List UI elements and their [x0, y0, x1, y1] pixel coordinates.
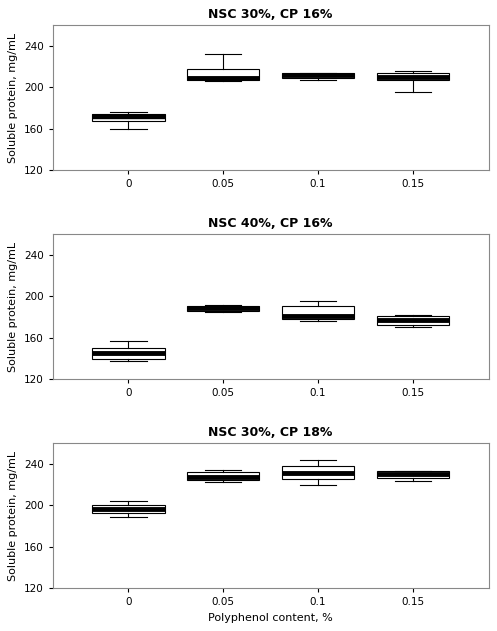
PathPatch shape — [187, 472, 259, 480]
Title: NSC 40%, CP 16%: NSC 40%, CP 16% — [208, 217, 333, 230]
Y-axis label: Soluble protein, mg/mL: Soluble protein, mg/mL — [8, 242, 18, 372]
PathPatch shape — [282, 305, 354, 319]
PathPatch shape — [377, 471, 449, 478]
PathPatch shape — [92, 505, 165, 514]
PathPatch shape — [282, 466, 354, 480]
PathPatch shape — [187, 305, 259, 311]
Title: NSC 30%, CP 16%: NSC 30%, CP 16% — [208, 8, 333, 21]
PathPatch shape — [282, 73, 354, 78]
PathPatch shape — [377, 316, 449, 326]
Y-axis label: Soluble protein, mg/mL: Soluble protein, mg/mL — [8, 33, 18, 163]
PathPatch shape — [92, 114, 165, 121]
Y-axis label: Soluble protein, mg/mL: Soluble protein, mg/mL — [8, 451, 18, 581]
PathPatch shape — [187, 69, 259, 80]
X-axis label: Polyphenol content, %: Polyphenol content, % — [208, 613, 333, 623]
PathPatch shape — [377, 73, 449, 80]
PathPatch shape — [92, 348, 165, 358]
Title: NSC 30%, CP 18%: NSC 30%, CP 18% — [208, 426, 333, 439]
